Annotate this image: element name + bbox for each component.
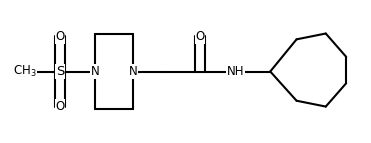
Text: O: O	[196, 30, 205, 43]
Text: N: N	[91, 65, 99, 78]
Text: O: O	[55, 30, 65, 43]
Text: S: S	[56, 65, 64, 78]
Text: O: O	[55, 100, 65, 113]
Text: N: N	[128, 65, 137, 78]
Text: NH: NH	[226, 65, 244, 78]
Text: CH$_3$: CH$_3$	[13, 64, 37, 79]
